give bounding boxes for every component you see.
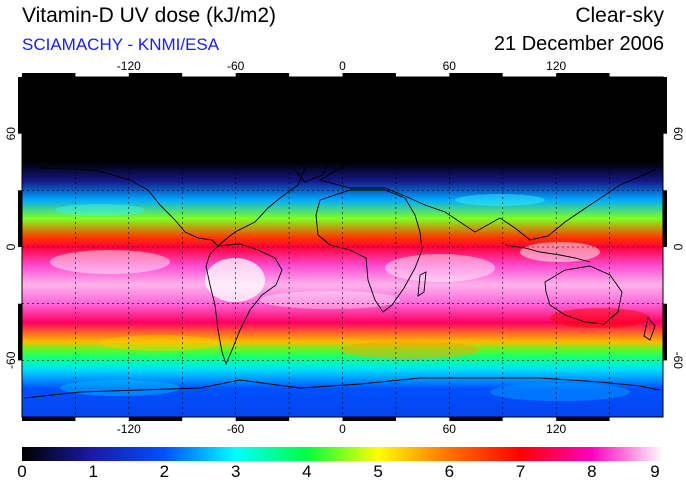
madagascar-coast [417, 271, 427, 297]
frame-ticks [18, 73, 667, 421]
colorbar-label: 3 [230, 462, 241, 481]
lon-tick-labels-top: -120 -60 0 60 120 [117, 59, 567, 73]
lon-tick-labels-bottom: -120 -60 0 60 120 [117, 422, 567, 436]
lon-tick-top: -60 [227, 59, 245, 73]
lon-tick-bottom: 120 [546, 422, 566, 436]
colorbar [22, 447, 663, 461]
lon-tick-bottom: 0 [339, 422, 346, 436]
lat-tick-labels-right: 60 0 -60 [671, 127, 685, 369]
lat-tick-right: 0 [671, 244, 685, 251]
colorbar-label: 1 [88, 462, 98, 481]
colorbar-label: 6 [444, 462, 455, 481]
colorbar-label: 0 [17, 462, 27, 481]
sky-condition-label: Clear-sky [575, 4, 664, 27]
date-label: 21 December 2006 [493, 33, 664, 55]
australia-coast [544, 265, 623, 325]
africa-coast [315, 189, 423, 313]
lat-tick-left: 0 [4, 243, 18, 250]
lon-tick-bottom: -120 [117, 422, 141, 436]
colorbar-label: 4 [302, 462, 312, 481]
lon-tick-top: 0 [339, 59, 346, 73]
lon-tick-top: 120 [546, 59, 566, 73]
lon-tick-top: 60 [443, 59, 457, 73]
north-america-coast [39, 144, 306, 247]
lon-tick-top: -120 [117, 59, 141, 73]
lon-tick-bottom: 60 [443, 422, 457, 436]
indonesia-coast [504, 244, 591, 263]
greenland-coast [289, 144, 336, 183]
south-america-coast [205, 243, 283, 366]
dose-texture [50, 194, 650, 401]
colorbar-label: 8 [587, 462, 597, 481]
antarctica-coast [23, 377, 661, 399]
lat-tick-left: -60 [4, 351, 18, 369]
colorbar-label: 9 [650, 462, 660, 481]
lat-tick-right: 60 [671, 127, 685, 141]
coastlines [23, 134, 661, 399]
new-zealand-coast [643, 317, 656, 341]
lat-tick-left: 60 [4, 127, 18, 141]
data-source-label: SCIAMACHY - KNMI/ESA [22, 35, 220, 54]
lon-tick-bottom: -60 [227, 422, 245, 436]
colorbar-label: 2 [159, 462, 170, 481]
graticule [22, 77, 663, 417]
colorbar-label: 5 [373, 462, 383, 481]
map-title: Vitamin-D UV dose (kJ/m2) [22, 4, 277, 27]
lat-tick-labels-left: 60 0 -60 [4, 127, 18, 369]
lat-tick-right: -60 [671, 352, 685, 370]
colorbar-label: 7 [515, 462, 526, 481]
